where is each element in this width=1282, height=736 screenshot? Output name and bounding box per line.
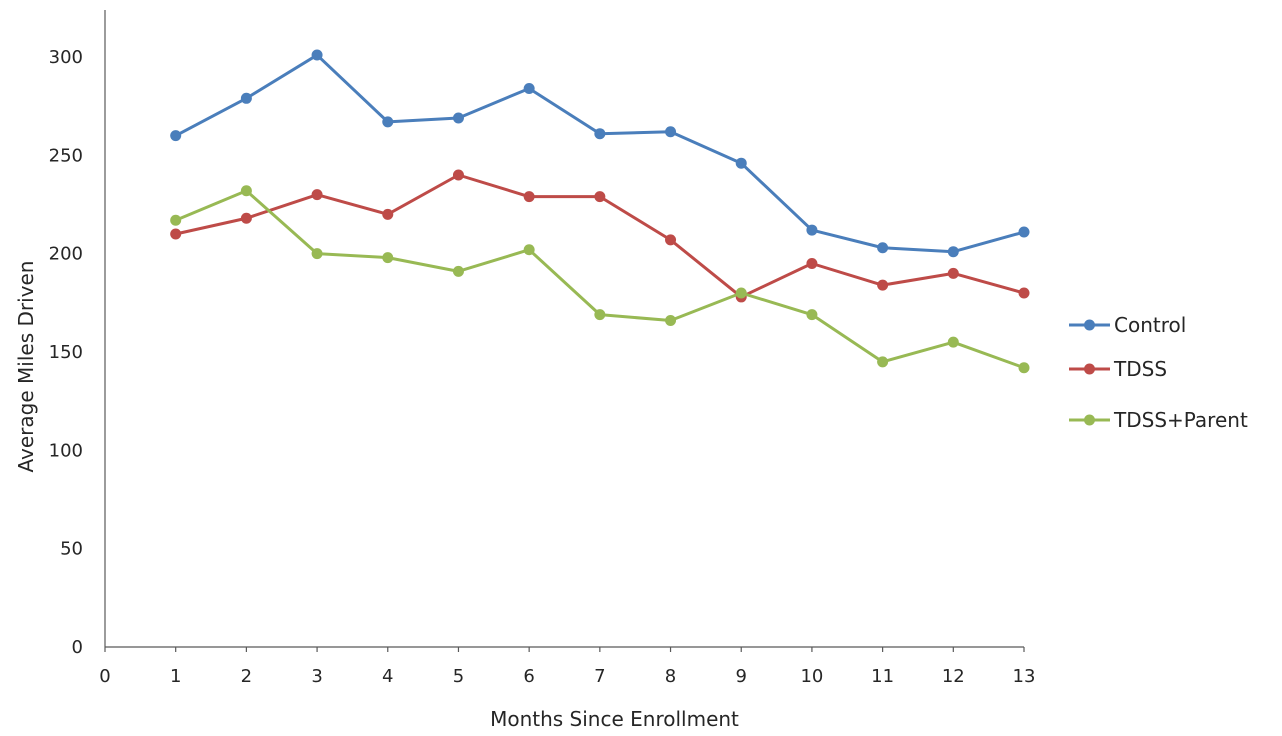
y-tick-label: 50: [60, 539, 83, 560]
data-point: [240, 185, 252, 197]
data-point: [947, 336, 959, 348]
data-point: [594, 128, 606, 140]
legend-marker: [1084, 414, 1095, 426]
x-tick-label: 2: [241, 666, 252, 687]
series-layer: [170, 49, 1030, 374]
data-point: [665, 126, 677, 138]
data-point: [240, 212, 252, 224]
data-point: [523, 82, 535, 94]
y-tick-label: 300: [49, 47, 83, 68]
x-tick-label: 11: [871, 666, 894, 687]
y-tick-label: 0: [72, 637, 83, 658]
data-point: [452, 265, 464, 277]
y-axis-ticks: 0 50 100 150 200 250 300: [49, 47, 83, 658]
y-tick-label: 200: [49, 244, 83, 265]
x-tick-label: 9: [736, 666, 747, 687]
x-tick-label: 12: [942, 666, 965, 687]
data-point: [452, 169, 464, 181]
x-tick-label: 3: [311, 666, 322, 687]
data-point: [877, 279, 889, 291]
data-point: [947, 246, 959, 258]
y-tick-label: 100: [49, 440, 83, 461]
series-tdss-parent: [170, 185, 1030, 374]
data-point: [806, 258, 818, 269]
x-tick-label: 5: [453, 666, 464, 687]
data-point: [1018, 226, 1030, 238]
data-point: [735, 157, 747, 169]
legend-label: Control: [1114, 313, 1186, 337]
legend-item: TDSS: [1069, 357, 1167, 381]
series-line: [175, 189, 1025, 370]
x-axis-title: Months Since Enrollment: [490, 707, 739, 731]
legend-item: TDSS+Parent: [1069, 408, 1248, 432]
data-point: [947, 267, 959, 279]
x-axis-ticks: 0 1 2 3 4 5 6 7 8 9 10 11 12 13: [99, 647, 1035, 687]
x-tick-label: 8: [665, 666, 676, 687]
legend-item: Control: [1069, 313, 1186, 337]
y-tick-label: 250: [49, 145, 83, 166]
data-point: [170, 214, 182, 226]
x-tick-label: 7: [594, 666, 605, 687]
data-point: [311, 189, 323, 201]
data-point: [382, 208, 394, 220]
data-point: [1018, 287, 1030, 299]
x-tick-label: 13: [1013, 666, 1036, 687]
legend-marker: [1084, 363, 1095, 375]
x-tick-label: 4: [382, 666, 393, 687]
data-point: [523, 244, 535, 256]
data-point: [877, 242, 889, 254]
series-line: [174, 53, 1025, 254]
data-point: [735, 287, 747, 299]
data-point: [877, 356, 889, 368]
data-point: [594, 191, 606, 203]
x-tick-label: 0: [99, 666, 110, 687]
legend-marker: [1084, 319, 1095, 331]
data-point: [594, 309, 606, 321]
data-point: [311, 49, 323, 61]
legend: Control TDSS TDSS+Parent: [1069, 313, 1248, 432]
series-control: [170, 49, 1030, 258]
legend-label: TDSS: [1113, 357, 1167, 381]
data-point: [452, 112, 464, 124]
data-point: [382, 252, 394, 264]
data-point: [382, 116, 394, 128]
x-tick-label: 1: [170, 666, 181, 687]
data-point: [806, 224, 818, 236]
data-point: [665, 315, 677, 327]
data-point: [806, 309, 818, 321]
y-tick-label: 150: [49, 342, 83, 363]
y-axis-title: Average Miles Driven: [14, 261, 38, 473]
data-point: [170, 228, 182, 240]
data-point: [240, 92, 252, 104]
x-tick-label: 10: [800, 666, 823, 687]
data-point: [665, 234, 677, 246]
x-tick-label: 6: [523, 666, 534, 687]
legend-label: TDSS+Parent: [1113, 408, 1248, 432]
data-point: [523, 191, 535, 203]
data-point: [1018, 362, 1030, 374]
data-point: [170, 130, 182, 142]
data-point: [311, 248, 323, 260]
